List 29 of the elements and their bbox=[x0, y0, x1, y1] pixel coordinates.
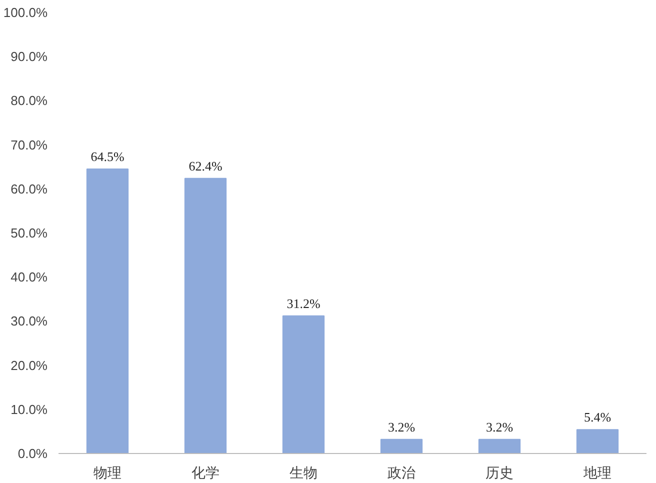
data-label: 3.2% bbox=[388, 419, 416, 434]
x-tick-label: 化学 bbox=[192, 464, 220, 480]
bar bbox=[478, 438, 521, 454]
bar bbox=[576, 429, 619, 454]
y-tick-label: 0.0% bbox=[18, 446, 48, 461]
data-label: 62.4% bbox=[188, 158, 222, 174]
y-tick-label: 30.0% bbox=[10, 314, 48, 329]
x-tick-label: 生物 bbox=[290, 464, 318, 480]
y-tick-label: 10.0% bbox=[10, 402, 48, 417]
x-tick-label: 地理 bbox=[582, 464, 612, 480]
y-tick-label: 70.0% bbox=[10, 137, 48, 152]
bar bbox=[86, 168, 129, 454]
x-tick-label: 物理 bbox=[94, 464, 122, 480]
y-tick-label: 90.0% bbox=[10, 49, 48, 64]
y-tick-label: 60.0% bbox=[10, 181, 48, 196]
data-label: 5.4% bbox=[584, 410, 612, 425]
bar bbox=[380, 438, 423, 454]
data-label: 64.5% bbox=[90, 149, 124, 164]
bar bbox=[184, 178, 227, 454]
data-label: 31.2% bbox=[286, 296, 320, 311]
y-tick-label: 80.0% bbox=[10, 93, 48, 108]
y-tick-label: 50.0% bbox=[10, 226, 48, 240]
y-tick-label: 40.0% bbox=[10, 270, 48, 285]
y-tick-label: 20.0% bbox=[10, 358, 48, 373]
bar bbox=[282, 315, 325, 454]
y-tick-label: 100.0% bbox=[3, 5, 48, 20]
x-tick-label: 政治 bbox=[388, 464, 416, 480]
data-label: 3.2% bbox=[486, 419, 514, 434]
x-tick-label: 历史 bbox=[486, 464, 514, 480]
